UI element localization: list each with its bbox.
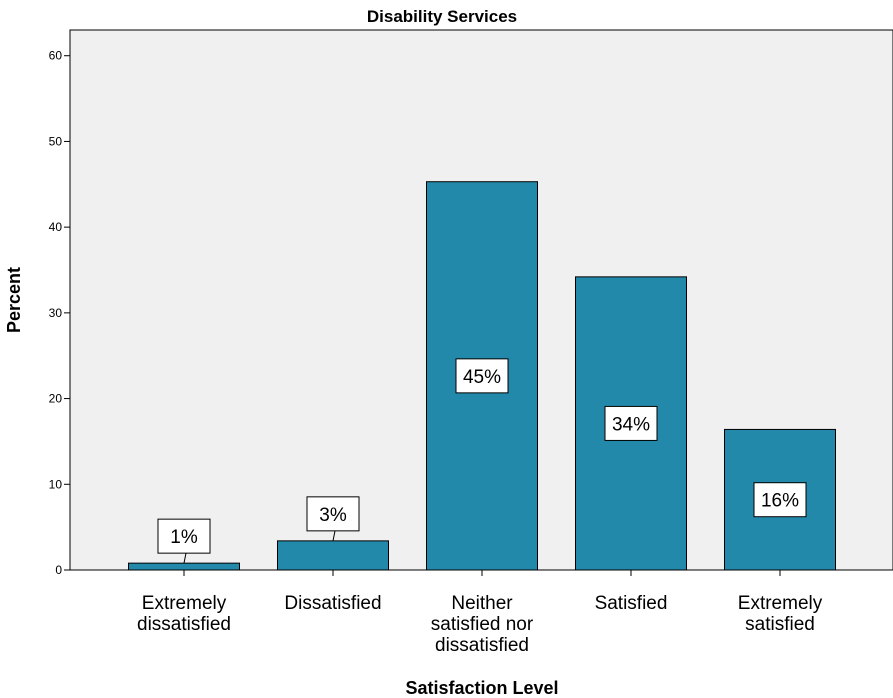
x-tick-label-line: Extremely (738, 593, 823, 614)
x-tick-label-line: Neither (451, 593, 513, 614)
x-tick-label: Satisfied (595, 593, 668, 614)
y-axis-title: Percent (4, 267, 24, 333)
x-tick-label-line: satisfied nor (431, 614, 534, 635)
data-label-text: 16% (761, 491, 799, 512)
x-tick-label-line: Extremely (142, 593, 227, 614)
y-tick-label: 50 (49, 134, 63, 148)
x-tick-label: Extremely satisfied (738, 593, 823, 635)
data-labels: 1% 3% 45% 34% 16% (157, 358, 807, 564)
data-label-text: 34% (612, 414, 650, 435)
data-label-leader (332, 530, 336, 541)
bar (277, 540, 389, 571)
x-tick-label: Neither satisfied nor dissatisfied (431, 593, 534, 656)
data-label-box (455, 358, 509, 394)
x-axis-title: Satisfaction Level (405, 678, 558, 698)
x-tick-label-line: Dissatisfied (284, 593, 381, 614)
data-label: 16% (753, 482, 807, 518)
data-label-text: 1% (170, 527, 198, 548)
data-label-box (306, 496, 360, 532)
data-label: 34% (604, 405, 658, 441)
data-label: 3% (306, 496, 360, 541)
x-tick-label-line: dissatisfied (137, 614, 231, 635)
y-tick-label: 20 (49, 392, 63, 406)
y-tick-label: 0 (55, 563, 62, 577)
x-tick-label-line: satisfied (745, 614, 815, 635)
y-tick-label: 40 (49, 220, 63, 234)
data-label-text: 3% (319, 505, 347, 526)
x-tick-label: Extremely dissatisfied (137, 593, 231, 635)
data-label-text: 45% (463, 367, 501, 388)
data-label-leader (183, 553, 187, 564)
chart-title: Disability Services (367, 7, 517, 26)
x-tick-label: Dissatisfied (284, 593, 381, 614)
data-label-box (604, 405, 658, 441)
data-label-box (753, 482, 807, 518)
y-tick-label: 60 (49, 49, 63, 63)
bar (128, 562, 240, 571)
y-axis: 0 10 20 30 40 50 60 (49, 49, 70, 577)
x-tick-label-line: dissatisfied (435, 635, 529, 656)
y-tick-label: 10 (49, 477, 63, 491)
data-label-box (157, 518, 211, 554)
y-tick-label: 30 (49, 306, 63, 320)
x-tick-label-line: Satisfied (595, 593, 668, 614)
data-label: 1% (157, 518, 211, 564)
data-label: 45% (455, 358, 509, 394)
